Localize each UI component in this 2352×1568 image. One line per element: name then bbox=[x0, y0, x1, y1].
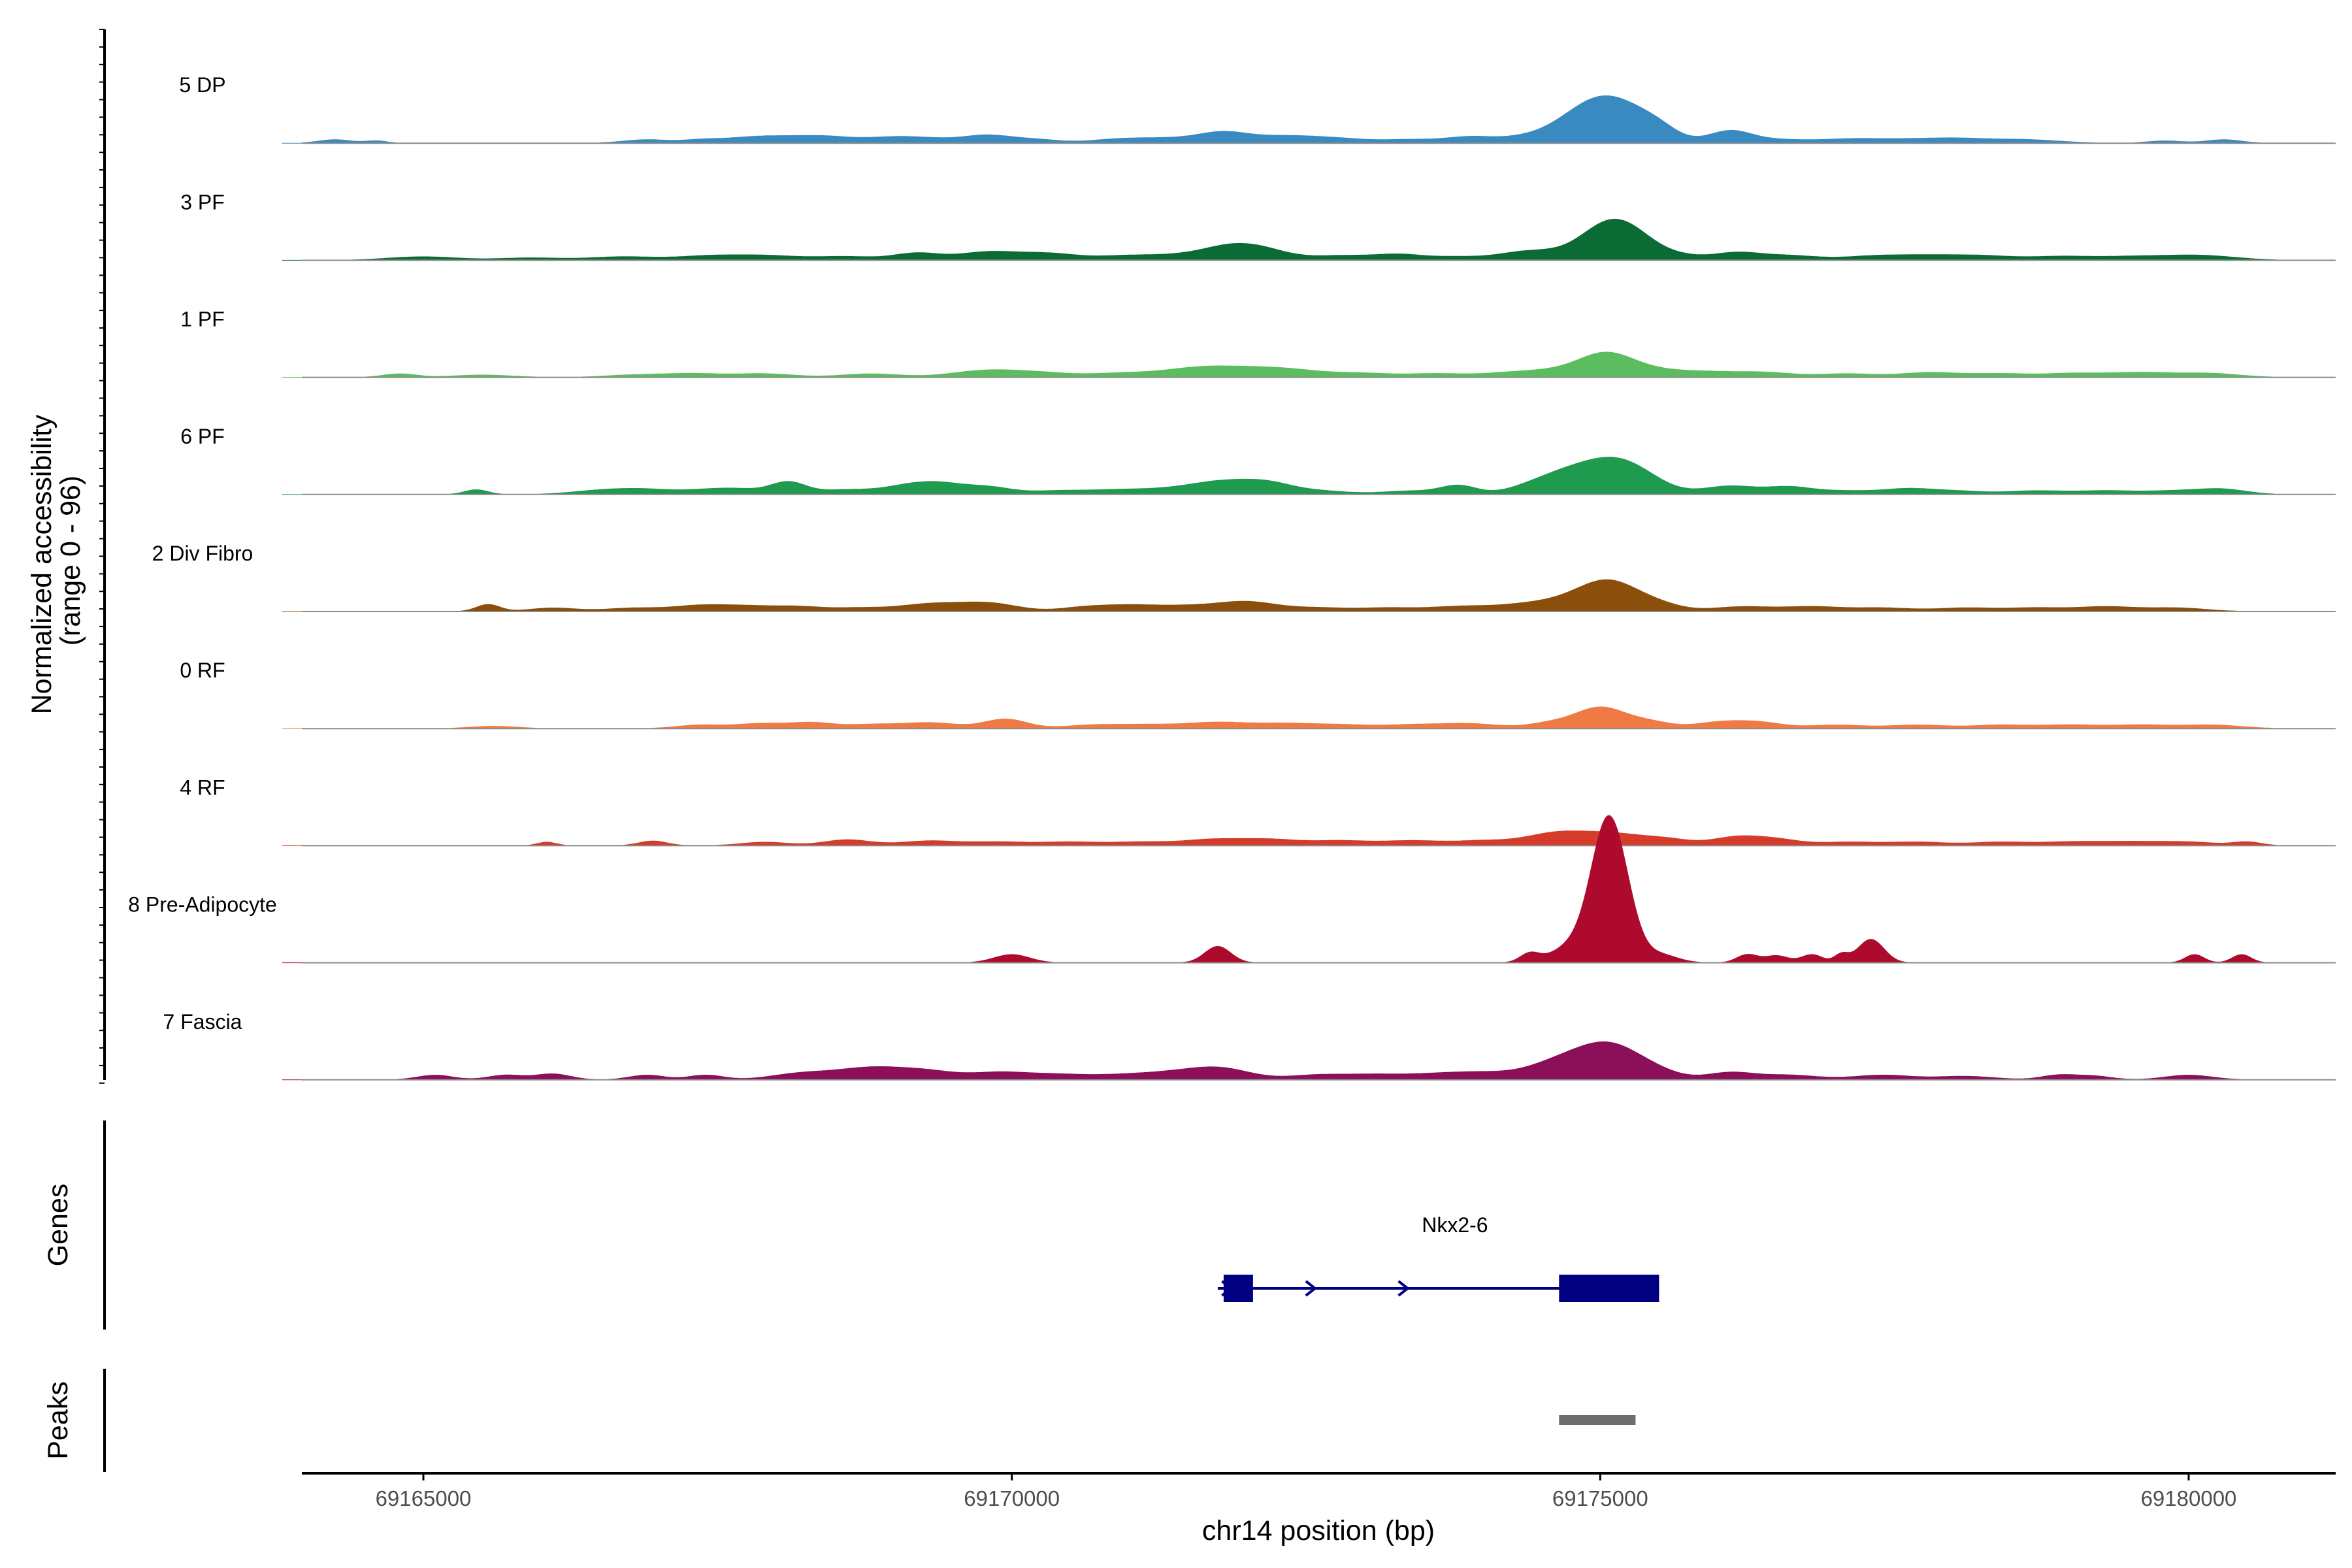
y-axis-title: Normalized accessibility (range 0 - 96) bbox=[26, 407, 86, 715]
strand-arrow bbox=[1397, 1280, 1410, 1297]
peaks-track bbox=[1559, 1415, 1636, 1425]
coverage-area bbox=[282, 457, 2330, 495]
genes-track: Nkx2-6 bbox=[1217, 1213, 1659, 1302]
track-label: 4 RF bbox=[180, 776, 225, 799]
track-label: 6 PF bbox=[180, 425, 225, 448]
track-label: 1 PF bbox=[180, 308, 225, 331]
x-tick-label: 69165000 bbox=[376, 1486, 472, 1511]
gene-model: Nkx2-6 bbox=[1217, 1213, 1659, 1302]
coverage-tracks: 5 DP 3 PF 1 PF 6 PF 2 Div Fibro 0 RF 4 RF 8 Pre… bbox=[128, 73, 2336, 1081]
track-label: 0 RF bbox=[180, 659, 225, 682]
coverage-track: 5 DP bbox=[179, 73, 2336, 144]
peaks-track-label: Peaks bbox=[42, 1381, 74, 1460]
coverage-area bbox=[282, 1041, 2330, 1081]
gene-exon bbox=[1223, 1275, 1253, 1302]
coverage-track: 3 PF bbox=[180, 190, 2336, 261]
coverage-track: 0 RF bbox=[180, 659, 2336, 730]
coverage-track: 4 RF bbox=[180, 776, 2336, 847]
coverage-area bbox=[282, 351, 2330, 378]
coverage-track: 2 Div Fibro bbox=[152, 542, 2336, 612]
x-tick-label: 69180000 bbox=[2141, 1486, 2237, 1511]
track-label: 3 PF bbox=[180, 190, 225, 214]
coverage-y-ticks bbox=[99, 29, 105, 1084]
track-label: 5 DP bbox=[179, 73, 225, 97]
track-label: 8 Pre-Adipocyte bbox=[128, 893, 277, 917]
track-label: 7 Fascia bbox=[163, 1010, 242, 1034]
coverage-area bbox=[282, 95, 2330, 144]
y-axis-title-line-2: (range 0 - 96) bbox=[55, 476, 86, 646]
coverage-area bbox=[282, 579, 2330, 612]
coverage-track: 8 Pre-Adipocyte bbox=[128, 815, 2336, 964]
peak-region bbox=[1559, 1415, 1636, 1425]
x-tick-label: 69175000 bbox=[1552, 1486, 1648, 1511]
x-tick-label: 69170000 bbox=[964, 1486, 1060, 1511]
y-axis-title-line-1: Normalized accessibility bbox=[26, 414, 57, 714]
coverage-area bbox=[282, 218, 2330, 261]
coverage-track: 1 PF bbox=[180, 308, 2336, 378]
genes-track-label: Genes bbox=[42, 1184, 74, 1267]
x-axis-title: chr14 position (bp) bbox=[1202, 1515, 1435, 1546]
track-label: 2 Div Fibro bbox=[152, 542, 253, 565]
strand-arrow bbox=[1305, 1280, 1318, 1297]
x-axis-ticks: 69165000 69170000 69175000 69180000 bbox=[376, 1473, 2237, 1511]
gene-name-label: Nkx2-6 bbox=[1422, 1213, 1488, 1237]
gene-exon bbox=[1559, 1275, 1659, 1302]
coverage-track: 6 PF bbox=[180, 425, 2336, 495]
coverage-track: 7 Fascia bbox=[163, 1010, 2336, 1081]
